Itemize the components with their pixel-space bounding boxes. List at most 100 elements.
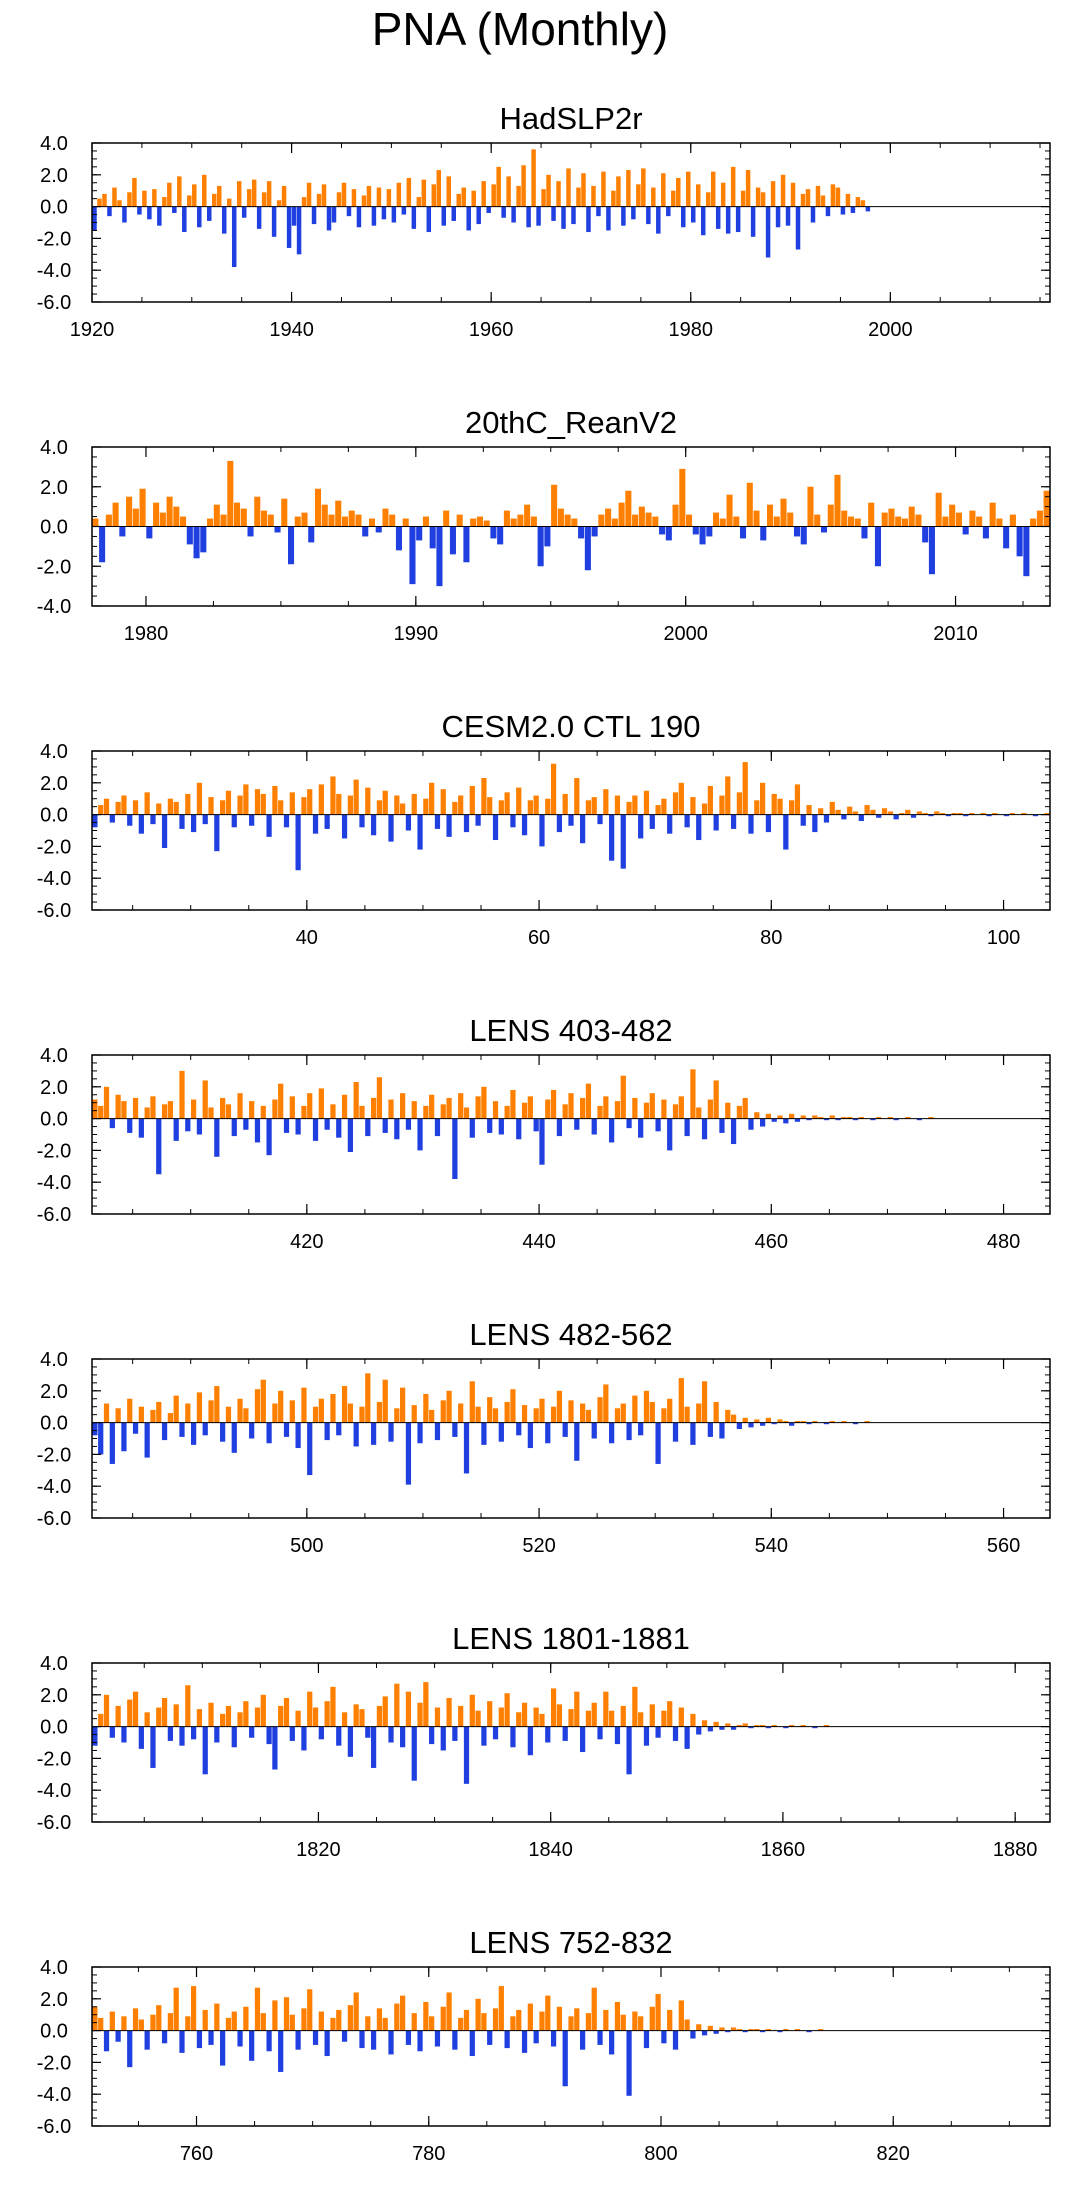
- positive-bar: [562, 1104, 568, 1119]
- positive-bar: [132, 2008, 139, 2031]
- negative-bar: [580, 2030, 586, 2050]
- positive-bar: [713, 1721, 719, 1727]
- positive-bar: [812, 1115, 818, 1119]
- negative-bar: [434, 1118, 441, 1137]
- positive-bar: [576, 187, 581, 207]
- positive-bar: [225, 2017, 232, 2031]
- negative-bar: [626, 1422, 632, 1441]
- positive-bar: [696, 1107, 702, 1119]
- panel-3: CESM2.0 CTL 190 4.0 2.0 0.0 -2.0 -4.0 -6.0 40 60…: [37, 709, 1051, 949]
- x-tick-label: 80: [760, 927, 782, 949]
- panel-title: HadSLP2r: [499, 101, 642, 136]
- positive-bar: [226, 198, 232, 207]
- positive-bar: [423, 798, 429, 815]
- positive-bar: [196, 1709, 203, 1727]
- y-tick-label: 0.0: [40, 517, 68, 539]
- negative-bar: [562, 1422, 568, 1437]
- positive-bar: [150, 1409, 156, 1423]
- positive-bar: [887, 811, 893, 815]
- positive-bar: [243, 1701, 249, 1727]
- positive-bar: [236, 181, 242, 207]
- x-tick-label: 1840: [528, 1839, 573, 1861]
- positive-bar: [246, 189, 252, 207]
- negative-bar: [103, 2030, 110, 2052]
- x-tick-label: 460: [755, 1231, 788, 1253]
- negative-bar: [109, 1726, 115, 1738]
- negative-bar: [312, 814, 319, 834]
- positive-bar: [365, 1373, 371, 1423]
- x-tick-label: 1880: [993, 1839, 1038, 1861]
- positive-bar: [307, 789, 313, 815]
- negative-bar: [609, 1422, 615, 1444]
- negative-bar: [375, 526, 382, 533]
- negative-bar: [533, 2030, 539, 2044]
- positive-bar: [260, 1105, 266, 1119]
- positive-bar: [487, 797, 493, 815]
- positive-bar: [835, 187, 841, 207]
- negative-bar: [825, 206, 831, 217]
- positive-bar: [386, 189, 392, 207]
- positive-bar: [707, 785, 713, 815]
- positive-bar: [207, 518, 214, 527]
- negative-bar: [626, 1726, 632, 1775]
- positive-bar: [167, 798, 173, 815]
- y-tick-label: -2.0: [37, 836, 71, 858]
- positive-bar: [620, 1705, 626, 1727]
- positive-bar: [278, 1390, 284, 1423]
- negative-bar: [99, 526, 106, 563]
- negative-bar: [785, 206, 791, 226]
- positive-bar: [684, 1406, 690, 1423]
- positive-bar: [754, 2029, 760, 2031]
- positive-bar: [330, 2017, 336, 2031]
- x-tick-label: 1960: [469, 319, 514, 341]
- positive-bar: [766, 504, 774, 527]
- positive-bar: [240, 508, 247, 527]
- negative-bar: [591, 526, 598, 537]
- negative-bar: [115, 2030, 121, 2042]
- positive-bar: [719, 2027, 725, 2031]
- positive-bar: [516, 2009, 522, 2031]
- negative-bar: [287, 526, 295, 565]
- negative-bar: [876, 814, 882, 818]
- positive-bar: [818, 1117, 824, 1119]
- negative-bar: [490, 526, 497, 539]
- positive-bar: [564, 514, 571, 527]
- negative-bar: [231, 206, 237, 268]
- negative-bar: [147, 206, 152, 220]
- positive-bar: [603, 789, 609, 815]
- positive-bar: [237, 1093, 243, 1119]
- negative-bar: [568, 814, 574, 826]
- positive-bar: [492, 1408, 499, 1423]
- negative-bar: [311, 206, 317, 225]
- positive-bar: [777, 798, 783, 815]
- positive-bar: [132, 177, 137, 207]
- negative-bar: [852, 1118, 859, 1121]
- negative-bar: [571, 206, 576, 225]
- positive-bar: [531, 149, 536, 207]
- positive-bar: [396, 182, 402, 207]
- positive-bar: [854, 518, 861, 527]
- negative-bar: [193, 526, 200, 559]
- positive-bar: [672, 1104, 679, 1119]
- positive-bar: [759, 782, 766, 815]
- negative-bar: [469, 1118, 475, 1138]
- negative-bar: [666, 206, 671, 217]
- x-tick-label: 2000: [868, 319, 913, 341]
- negative-bar: [296, 206, 302, 255]
- negative-bar: [249, 814, 255, 826]
- negative-bar: [200, 526, 207, 553]
- positive-bar: [446, 1097, 452, 1119]
- negative-bar: [463, 814, 470, 833]
- negative-bar: [144, 1422, 150, 1458]
- positive-bar: [881, 808, 888, 815]
- positive-bar: [336, 192, 342, 207]
- positive-bar: [251, 179, 257, 207]
- positive-bar: [167, 1413, 173, 1423]
- x-tick-label: 1980: [124, 623, 169, 645]
- positive-bar: [864, 805, 870, 815]
- positive-bar: [524, 504, 531, 527]
- positive-bar: [458, 795, 464, 815]
- positive-bar: [105, 514, 112, 527]
- positive-bar: [306, 182, 312, 207]
- negative-bar: [740, 526, 747, 539]
